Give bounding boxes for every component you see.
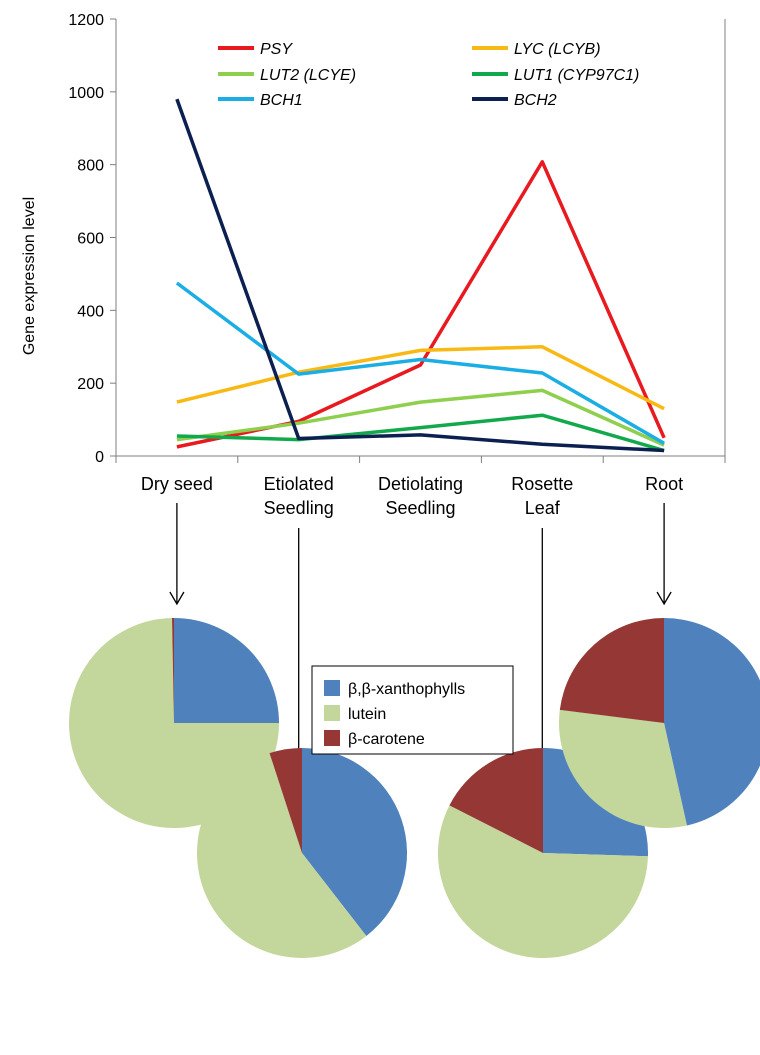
y-tick-label: 400 <box>77 303 104 320</box>
y-tick-label: 600 <box>77 231 104 248</box>
x-tick-label-line: Detiolating <box>378 474 463 494</box>
series-line <box>176 388 665 447</box>
pie-chart <box>559 618 760 828</box>
pie-legend-swatch <box>324 680 340 696</box>
legend-label: BCH1 <box>260 92 303 109</box>
x-tick-label-line: Etiolated <box>264 474 334 494</box>
x-tick-label: Root <box>645 474 683 494</box>
series-line <box>176 413 665 453</box>
x-tick-label-line: Rosette <box>511 474 573 494</box>
x-tick-label-line: Seedling <box>264 498 334 518</box>
x-tick-label-line: Dry seed <box>141 474 213 494</box>
y-tick-label: 800 <box>77 158 104 175</box>
pie-slice <box>438 805 648 958</box>
pie-charts <box>69 618 760 958</box>
line-legend: PSY LYC (LCYB) LUT2 (LCYE) LUT1 (CYP97C1) BC… <box>218 41 639 109</box>
line-chart: 0 200 400 600 800 1000 1200 Dry seed Etiolated S… <box>21 12 726 518</box>
pie-slice <box>559 709 687 828</box>
y-tick-label: 200 <box>77 376 104 393</box>
legend-label: LYC (LCYB) <box>514 41 601 58</box>
x-tick-label: Etiolated Seedling <box>264 474 334 518</box>
y-tick-label: 0 <box>95 449 104 466</box>
legend-label: PSY <box>260 41 293 58</box>
y-tick-label: 1200 <box>68 12 104 29</box>
y-tick-label: 1000 <box>68 85 104 102</box>
legend-label: BCH2 <box>514 92 557 109</box>
series-line <box>175 98 665 453</box>
pie-chart <box>197 748 408 958</box>
x-tick-label: Rosette Leaf <box>511 474 573 518</box>
plot-area <box>115 19 726 457</box>
pie-chart <box>69 618 279 829</box>
pie-slice <box>174 618 279 723</box>
arrow-head <box>169 591 185 606</box>
pie-slice <box>69 618 279 829</box>
pie-slice <box>197 753 367 958</box>
pie-slice <box>302 748 408 936</box>
arrow-head <box>656 591 672 606</box>
x-tick-label-line: Root <box>645 474 683 494</box>
pie-slice <box>172 618 174 723</box>
pie-legend-swatch <box>324 705 340 721</box>
legend-label: LUT1 (CYP97C1) <box>514 67 639 84</box>
pie-legend-label: lutein <box>348 706 386 723</box>
x-tick-label-line: Seedling <box>385 498 455 518</box>
series-line <box>175 281 665 445</box>
pie-slice <box>664 618 760 826</box>
legend-label: LUT2 (LCYE) <box>260 67 356 84</box>
y-axis-title: Gene expression level <box>21 197 38 355</box>
series-line <box>176 345 665 411</box>
pie-legend-swatch <box>324 730 340 746</box>
series-lines <box>175 98 666 453</box>
x-tick-label-line: Leaf <box>525 498 561 518</box>
pie-slice <box>269 748 302 853</box>
pie-legend-label: β-carotene <box>348 731 425 748</box>
pie-legend: β,β-xanthophylls lutein β-carotene <box>311 665 514 755</box>
pie-legend-box <box>311 665 514 755</box>
pie-slice <box>449 747 543 853</box>
y-axis: 0 200 400 600 800 1000 1200 <box>68 12 116 466</box>
pie-legend-label: β,β-xanthophylls <box>348 681 465 698</box>
x-tick-label: Dry seed <box>141 474 213 494</box>
pie-slice <box>559 618 664 723</box>
pie-chart <box>438 747 649 958</box>
x-tick-label: Detiolating Seedling <box>378 474 463 518</box>
x-axis: Dry seed Etiolated Seedling Detiolating Seed… <box>115 456 726 518</box>
